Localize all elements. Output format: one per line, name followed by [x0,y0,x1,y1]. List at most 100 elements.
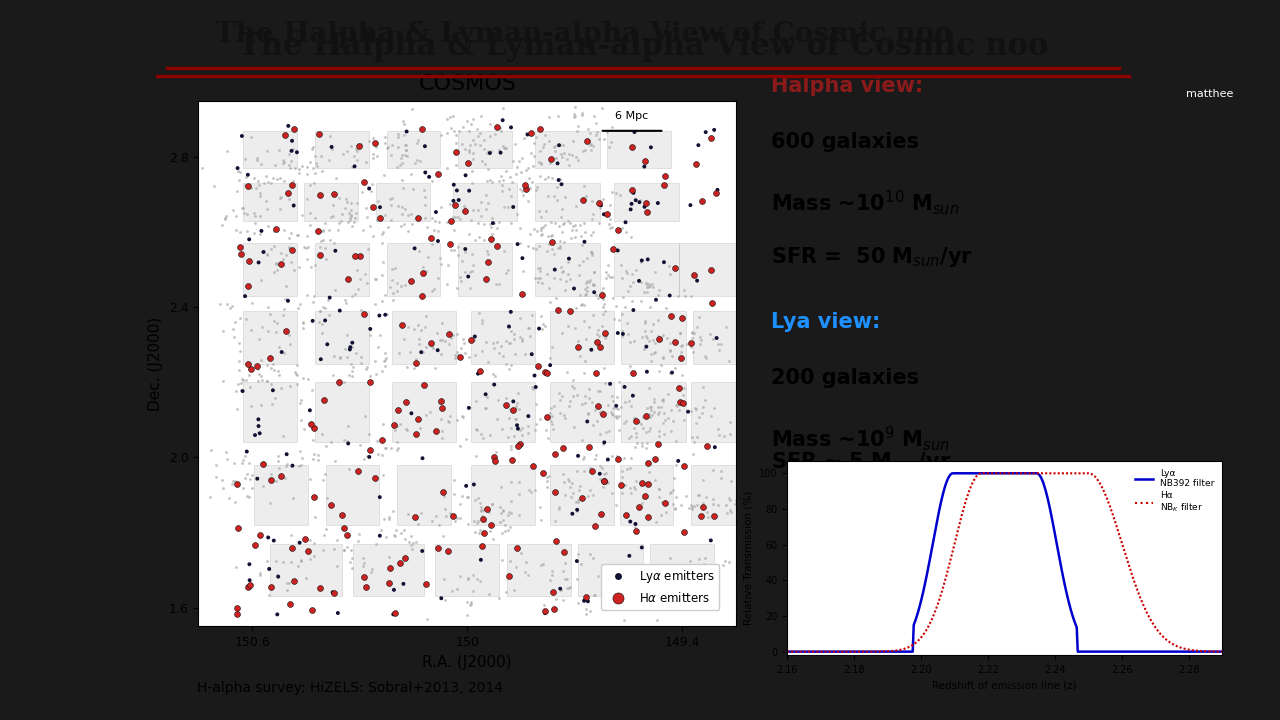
Point [499,521,520,533]
Point [608,425,628,436]
H$\alpha$ emitters [541,153,562,164]
Point [489,501,509,513]
Point [585,589,605,600]
Point [695,350,716,361]
H$\alpha$ emitters [237,581,257,593]
Point [502,176,522,187]
Point [325,455,346,467]
Ly$\alpha$ emitters [248,420,269,432]
H$\alpha$ emitters [329,377,349,388]
H$\alpha$ emitters [344,251,365,262]
Point [471,510,492,522]
Point [424,225,444,236]
Point [589,461,609,472]
Ly$\alpha$ emitters [282,135,302,147]
Point [507,397,527,409]
Point [460,125,480,137]
Point [572,434,593,446]
Point [388,141,408,153]
Point [476,175,497,186]
Point [366,141,387,153]
Point [575,284,595,295]
Point [394,533,415,544]
Point [553,469,573,480]
Point [381,139,402,150]
Point [639,408,659,420]
Point [380,282,401,293]
Point [268,258,288,270]
Point [257,359,278,370]
Point [460,228,480,240]
Point [396,139,416,150]
H$\alpha$ emitters [324,587,344,598]
Point [500,217,521,229]
Point [539,408,559,419]
Point [475,189,495,201]
Point [465,349,485,361]
H$\alpha$ emitters [486,240,507,251]
Ly$\alpha$ emitters [253,246,274,258]
Point [291,555,311,567]
Point [251,354,271,366]
Point [289,167,310,179]
Point [648,588,668,600]
Point [646,614,667,626]
Point [442,585,462,597]
Point [672,593,692,605]
Ly$\alpha$ emitters [456,169,476,181]
Point [445,129,466,140]
Ly$\alpha$ emitters [620,550,640,562]
H$\alpha$ emitters [577,135,598,147]
Point [692,381,713,392]
Point [575,451,595,462]
Ly$\alpha$ emitters [447,184,467,196]
Point [708,500,728,511]
H$\alpha$ emitters [302,604,323,616]
H$\alpha$ emitters [536,367,557,379]
Point [385,524,406,536]
Point [517,240,538,252]
Point [276,584,297,595]
Point [314,234,334,246]
Point [303,454,324,465]
Ly$\alpha$ emitters [289,537,310,549]
Point [248,333,269,344]
Point [620,336,640,348]
Point [452,255,472,266]
Point [575,227,595,238]
Point [449,513,470,524]
H$\alpha$ emitters [445,146,466,158]
H$\alpha$ emitters [623,368,644,379]
Point [471,505,492,517]
Point [662,595,682,607]
H$\alpha$ emitters [332,510,352,521]
Point [644,396,664,408]
Point [452,138,472,150]
Point [483,519,503,531]
Point [520,228,540,240]
Point [297,168,317,179]
Point [251,400,271,411]
Point [689,311,709,323]
Point [530,263,550,274]
Point [511,312,531,323]
Point [303,297,324,308]
Point [291,459,311,471]
Point [483,338,503,349]
Ly$\alpha$ emitters [637,253,658,265]
Point [676,587,696,598]
H$\alpha$ emitters [380,562,401,574]
Point [230,346,251,357]
Point [219,492,239,503]
Point [480,119,500,130]
Point [598,573,618,585]
Point [462,259,483,271]
Ly$\alpha$ emitters [500,306,521,318]
Point [408,135,429,146]
Point [204,180,224,192]
Point [672,311,692,323]
Point [584,590,604,601]
Ly$\alpha$ emitters [283,199,303,211]
Point [445,138,466,149]
Point [421,175,442,186]
